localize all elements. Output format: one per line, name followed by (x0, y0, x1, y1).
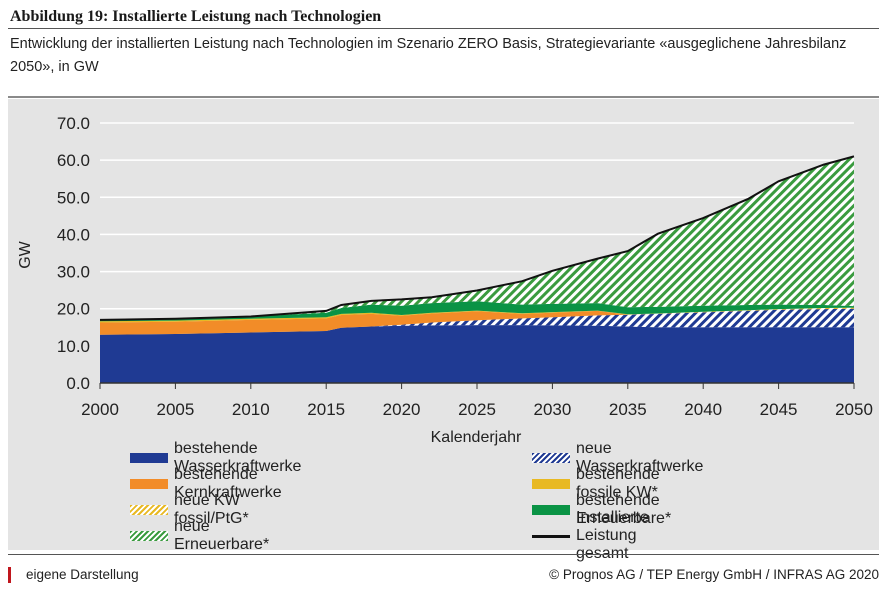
copyright-note: © Prognos AG / TEP Energy GmbH / INFRAS … (549, 567, 879, 582)
area-layers (100, 156, 854, 383)
x-tick-label: 2000 (81, 400, 119, 419)
axes (99, 382, 855, 389)
figure-title: Abbildung 19: Installierte Leistung nach… (10, 8, 382, 25)
y-tick-label: 40.0 (57, 225, 90, 244)
legend-swatch (130, 505, 168, 515)
legend-swatch (532, 505, 570, 515)
area-series-2 (100, 308, 854, 335)
legend-label: bestehende fossile KW* (576, 466, 660, 501)
x-tick-label: 2010 (232, 400, 270, 419)
legend-label: neue Erneuerbare* (174, 518, 270, 553)
source-marker (8, 567, 11, 583)
legend-item-6: neue Erneuerbare* (130, 518, 269, 553)
source-note: eigene Darstellung (26, 567, 139, 582)
legend-label: bestehende Erneuerbare* (576, 492, 672, 527)
legend-swatch (130, 453, 168, 463)
legend-label: neue Wasserkraftwerke (576, 440, 704, 475)
figure-subtitle: Entwicklung der installierten Leistung n… (10, 36, 847, 75)
y-tick-label: 10.0 (57, 337, 90, 356)
legend-item-1: neue Wasserkraftwerke (532, 440, 703, 475)
legend-item-3: bestehende fossile KW* (532, 466, 660, 501)
top-divider (8, 28, 879, 29)
x-tick-label: 2030 (533, 400, 571, 419)
x-tick-label: 2025 (458, 400, 496, 419)
x-tick-label: 2050 (835, 400, 873, 419)
x-tick-labels: 2000 2005 2010 2015 2020 2025 2030 2035 2040 2045… (81, 400, 873, 419)
legend-label: neue KW fossil/PtG* (174, 492, 249, 527)
legend-swatch (532, 453, 570, 463)
total-line-group (99, 155, 855, 321)
y-tick-label: 60.0 (57, 151, 90, 170)
bottom-divider (8, 554, 879, 555)
legend-swatch (532, 534, 570, 538)
x-tick-label: 2015 (307, 400, 345, 419)
y-tick-label: 20.0 (57, 300, 90, 319)
legend-swatch (532, 479, 570, 489)
x-tick-label: 2005 (156, 400, 194, 419)
x-tick-label: 2020 (383, 400, 421, 419)
x-tick-label: 2040 (684, 400, 722, 419)
header-rule (8, 96, 879, 98)
total-capacity-line (99, 155, 855, 321)
legend-item-2: bestehende Kernkraftwerke (130, 466, 282, 501)
x-axis-label: Kalenderjahr (431, 429, 522, 446)
legend-swatch (130, 479, 168, 489)
legend-label: bestehende Wasserkraftwerke (174, 440, 302, 475)
legend-item-0: bestehende Wasserkraftwerke (130, 440, 301, 475)
area-series-3 (100, 308, 854, 323)
legend-item-7: Installierte Leistung gesamt (532, 509, 649, 562)
stacked-area-chart: 0.0 10.0 20.0 30.0 40.0 50.0 60.0 70.0 2000 2005… (17, 114, 873, 446)
legend-item-4: neue KW fossil/PtG* (130, 492, 249, 527)
legend-swatch (130, 531, 168, 541)
legend-label: Installierte Leistung gesamt (576, 509, 649, 562)
y-tick-label: 0.0 (66, 374, 90, 393)
y-tick-label: 70.0 (57, 114, 90, 133)
y-tick-labels: 0.0 10.0 20.0 30.0 40.0 50.0 60.0 70.0 (57, 114, 90, 393)
x-tick-label: 2045 (760, 400, 798, 419)
y-tick-label: 30.0 (57, 263, 90, 282)
area-series-5 (100, 301, 854, 322)
area-series-1 (100, 308, 854, 335)
area-series-6 (100, 156, 854, 320)
x-tick-label: 2035 (609, 400, 647, 419)
y-tick-label: 50.0 (57, 188, 90, 207)
y-axis-label: GW (17, 240, 34, 268)
area-series-0 (100, 325, 854, 383)
legend-label: bestehende Kernkraftwerke (174, 466, 282, 501)
legend-item-5: bestehende Erneuerbare* (532, 492, 671, 527)
